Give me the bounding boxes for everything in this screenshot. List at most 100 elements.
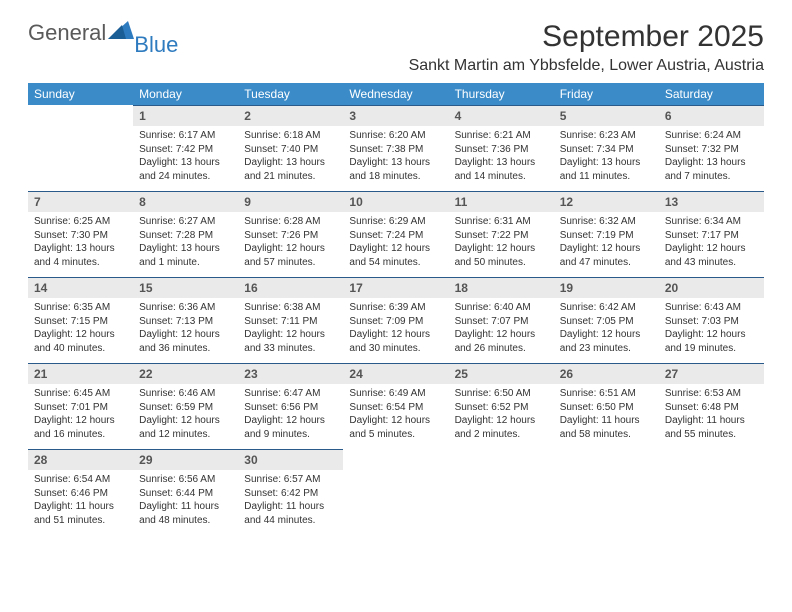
day-header: Friday (554, 83, 659, 105)
day-body: Sunrise: 6:23 AMSunset: 7:34 PMDaylight:… (554, 126, 659, 191)
day-number: 6 (659, 105, 764, 126)
sunset-text: Sunset: 7:13 PM (139, 315, 232, 329)
daylight-text: Daylight: 13 hours and 18 minutes. (349, 156, 442, 183)
day-body (554, 456, 659, 516)
sunset-text: Sunset: 6:44 PM (139, 487, 232, 501)
daylight-text: Daylight: 13 hours and 14 minutes. (455, 156, 548, 183)
day-header: Saturday (659, 83, 764, 105)
daylight-text: Daylight: 12 hours and 33 minutes. (244, 328, 337, 355)
sunset-text: Sunset: 7:34 PM (560, 143, 653, 157)
day-body: Sunrise: 6:53 AMSunset: 6:48 PMDaylight:… (659, 384, 764, 449)
sunset-text: Sunset: 6:42 PM (244, 487, 337, 501)
day-cell: 3Sunrise: 6:20 AMSunset: 7:38 PMDaylight… (343, 105, 448, 191)
sunset-text: Sunset: 7:05 PM (560, 315, 653, 329)
day-body: Sunrise: 6:39 AMSunset: 7:09 PMDaylight:… (343, 298, 448, 363)
day-cell: 20Sunrise: 6:43 AMSunset: 7:03 PMDayligh… (659, 277, 764, 363)
sunrise-text: Sunrise: 6:40 AM (455, 301, 548, 315)
week-row: 21Sunrise: 6:45 AMSunset: 7:01 PMDayligh… (28, 363, 764, 449)
day-number: 27 (659, 363, 764, 384)
day-number: 30 (238, 449, 343, 470)
day-body: Sunrise: 6:46 AMSunset: 6:59 PMDaylight:… (133, 384, 238, 449)
day-number: 1 (133, 105, 238, 126)
day-cell: 7Sunrise: 6:25 AMSunset: 7:30 PMDaylight… (28, 191, 133, 277)
day-cell: 22Sunrise: 6:46 AMSunset: 6:59 PMDayligh… (133, 363, 238, 449)
day-number: 13 (659, 191, 764, 212)
day-body: Sunrise: 6:18 AMSunset: 7:40 PMDaylight:… (238, 126, 343, 191)
sunset-text: Sunset: 7:26 PM (244, 229, 337, 243)
day-body: Sunrise: 6:17 AMSunset: 7:42 PMDaylight:… (133, 126, 238, 191)
day-cell: 18Sunrise: 6:40 AMSunset: 7:07 PMDayligh… (449, 277, 554, 363)
sunrise-text: Sunrise: 6:50 AM (455, 387, 548, 401)
day-cell: 24Sunrise: 6:49 AMSunset: 6:54 PMDayligh… (343, 363, 448, 449)
sunrise-text: Sunrise: 6:27 AM (139, 215, 232, 229)
sunset-text: Sunset: 7:17 PM (665, 229, 758, 243)
sunrise-text: Sunrise: 6:57 AM (244, 473, 337, 487)
sunrise-text: Sunrise: 6:39 AM (349, 301, 442, 315)
day-number: 29 (133, 449, 238, 470)
day-body: Sunrise: 6:54 AMSunset: 6:46 PMDaylight:… (28, 470, 133, 535)
day-number: 21 (28, 363, 133, 384)
daylight-text: Daylight: 13 hours and 21 minutes. (244, 156, 337, 183)
sunrise-text: Sunrise: 6:54 AM (34, 473, 127, 487)
day-cell: 30Sunrise: 6:57 AMSunset: 6:42 PMDayligh… (238, 449, 343, 535)
daylight-text: Daylight: 13 hours and 7 minutes. (665, 156, 758, 183)
day-cell: 25Sunrise: 6:50 AMSunset: 6:52 PMDayligh… (449, 363, 554, 449)
daylight-text: Daylight: 12 hours and 2 minutes. (455, 414, 548, 441)
sunset-text: Sunset: 7:32 PM (665, 143, 758, 157)
day-cell (659, 449, 764, 535)
daylight-text: Daylight: 11 hours and 51 minutes. (34, 500, 127, 527)
day-number: 19 (554, 277, 659, 298)
sunset-text: Sunset: 7:30 PM (34, 229, 127, 243)
day-cell: 15Sunrise: 6:36 AMSunset: 7:13 PMDayligh… (133, 277, 238, 363)
sunset-text: Sunset: 6:54 PM (349, 401, 442, 415)
day-number: 9 (238, 191, 343, 212)
daylight-text: Daylight: 11 hours and 48 minutes. (139, 500, 232, 527)
day-cell: 19Sunrise: 6:42 AMSunset: 7:05 PMDayligh… (554, 277, 659, 363)
day-body: Sunrise: 6:50 AMSunset: 6:52 PMDaylight:… (449, 384, 554, 449)
day-body: Sunrise: 6:51 AMSunset: 6:50 PMDaylight:… (554, 384, 659, 449)
day-number: 16 (238, 277, 343, 298)
day-number (554, 449, 659, 456)
day-body: Sunrise: 6:56 AMSunset: 6:44 PMDaylight:… (133, 470, 238, 535)
daylight-text: Daylight: 11 hours and 58 minutes. (560, 414, 653, 441)
day-cell: 5Sunrise: 6:23 AMSunset: 7:34 PMDaylight… (554, 105, 659, 191)
day-number: 11 (449, 191, 554, 212)
day-number: 24 (343, 363, 448, 384)
day-header: Tuesday (238, 83, 343, 105)
sunset-text: Sunset: 7:40 PM (244, 143, 337, 157)
day-body (659, 456, 764, 516)
week-row: 7Sunrise: 6:25 AMSunset: 7:30 PMDaylight… (28, 191, 764, 277)
sunset-text: Sunset: 6:56 PM (244, 401, 337, 415)
sunset-text: Sunset: 7:36 PM (455, 143, 548, 157)
sunrise-text: Sunrise: 6:45 AM (34, 387, 127, 401)
day-cell: 8Sunrise: 6:27 AMSunset: 7:28 PMDaylight… (133, 191, 238, 277)
day-cell: 12Sunrise: 6:32 AMSunset: 7:19 PMDayligh… (554, 191, 659, 277)
sunrise-text: Sunrise: 6:28 AM (244, 215, 337, 229)
brand-triangle-icon (108, 19, 134, 44)
day-number: 23 (238, 363, 343, 384)
sunrise-text: Sunrise: 6:32 AM (560, 215, 653, 229)
daylight-text: Daylight: 12 hours and 5 minutes. (349, 414, 442, 441)
sunset-text: Sunset: 7:15 PM (34, 315, 127, 329)
sunset-text: Sunset: 6:59 PM (139, 401, 232, 415)
sunset-text: Sunset: 6:50 PM (560, 401, 653, 415)
day-number: 12 (554, 191, 659, 212)
sunset-text: Sunset: 7:19 PM (560, 229, 653, 243)
day-number: 14 (28, 277, 133, 298)
day-cell: 4Sunrise: 6:21 AMSunset: 7:36 PMDaylight… (449, 105, 554, 191)
day-number (28, 105, 133, 112)
sunrise-text: Sunrise: 6:31 AM (455, 215, 548, 229)
day-body: Sunrise: 6:31 AMSunset: 7:22 PMDaylight:… (449, 212, 554, 277)
day-body (343, 456, 448, 516)
day-body: Sunrise: 6:42 AMSunset: 7:05 PMDaylight:… (554, 298, 659, 363)
daylight-text: Daylight: 12 hours and 19 minutes. (665, 328, 758, 355)
daylight-text: Daylight: 13 hours and 11 minutes. (560, 156, 653, 183)
day-body: Sunrise: 6:47 AMSunset: 6:56 PMDaylight:… (238, 384, 343, 449)
day-number: 20 (659, 277, 764, 298)
day-body: Sunrise: 6:32 AMSunset: 7:19 PMDaylight:… (554, 212, 659, 277)
day-number: 8 (133, 191, 238, 212)
daylight-text: Daylight: 12 hours and 26 minutes. (455, 328, 548, 355)
sunrise-text: Sunrise: 6:18 AM (244, 129, 337, 143)
daylight-text: Daylight: 11 hours and 55 minutes. (665, 414, 758, 441)
day-body: Sunrise: 6:38 AMSunset: 7:11 PMDaylight:… (238, 298, 343, 363)
